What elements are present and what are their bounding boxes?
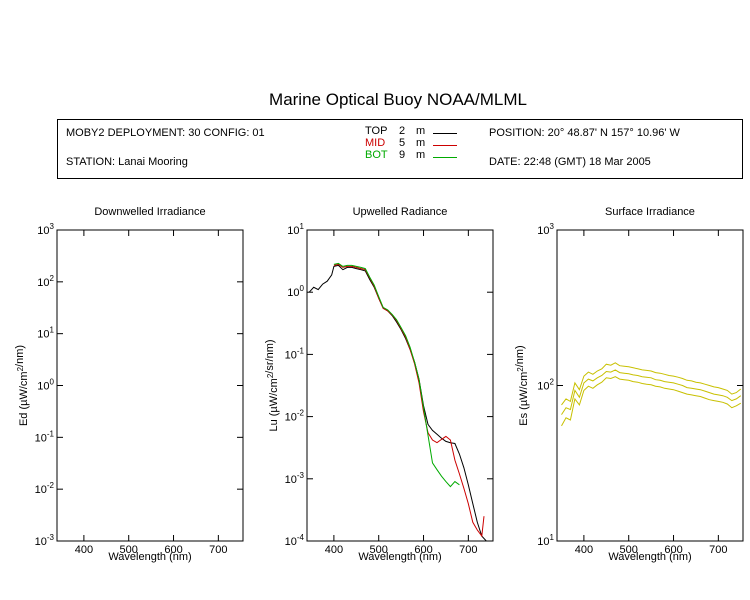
panel-title: Downwelled Irradiance: [94, 206, 205, 218]
x-tick-label: 700: [709, 544, 727, 556]
y-tick-label: 100: [287, 284, 304, 299]
legend-top-line: [433, 133, 457, 134]
legend-top-depth: 2: [399, 125, 406, 137]
chart-main-title: Marine Optical Buoy NOAA/MLML: [269, 90, 527, 109]
y-tick-label: 102: [37, 274, 54, 289]
y-tick-label: 10-1: [35, 429, 55, 444]
x-tick-label: 700: [209, 544, 227, 556]
x-axis-label: Wavelength (nm): [108, 551, 191, 563]
plot-frame: [556, 229, 744, 542]
legend-top-unit: m: [416, 125, 426, 137]
y-tick-label: 10-2: [35, 481, 55, 496]
legend-bot-unit: m: [416, 149, 426, 161]
series-line-top: [308, 264, 489, 541]
series-line-bot: [333, 262, 460, 488]
series-line-es-2: [561, 369, 742, 415]
y-tick-label: 10-3: [35, 533, 55, 548]
plot-frame: [306, 229, 494, 542]
chart-panel-3: Surface Irradiance 400 500 600 700 Wavelength…: [514, 206, 744, 563]
legend-top-name: TOP: [365, 125, 388, 137]
x-tick-label: 600: [164, 544, 182, 556]
info-box: MOBY2 DEPLOYMENT: 30 CONFIG: 01 STATION:…: [57, 119, 743, 179]
y-tick-label: 10-2: [285, 409, 305, 424]
series-line-mid: [333, 263, 485, 538]
station-text: STATION: Lanai Mooring: [66, 156, 188, 168]
x-tick-label: 400: [575, 544, 593, 556]
legend-mid-line: [433, 145, 457, 146]
plot-frame: [56, 229, 244, 542]
x-tick-label: 400: [75, 544, 93, 556]
y-axis-label: Ed (µW/cm2/nm): [14, 345, 30, 426]
y-tick-label: 103: [37, 222, 54, 237]
y-tick-label: 10-1: [285, 346, 305, 361]
x-axis-label: Wavelength (nm): [608, 551, 691, 563]
y-tick-label: 102: [537, 378, 554, 393]
x-tick-label: 500: [120, 544, 138, 556]
y-axis-label: Lu (µW/cm2/sr/nm): [264, 339, 280, 431]
y-tick-label: 103: [537, 222, 554, 237]
y-tick-label: 101: [37, 326, 54, 341]
x-tick-label: 500: [370, 544, 388, 556]
x-tick-label: 600: [664, 544, 682, 556]
deployment-text: MOBY2 DEPLOYMENT: 30 CONFIG: 01: [66, 127, 265, 139]
position-text: POSITION: 20° 48.87' N 157° 10.96' W: [489, 127, 680, 139]
y-tick-label: 10-4: [285, 533, 305, 548]
y-tick-label: 10-3: [285, 471, 305, 486]
legend-mid-depth: 5: [399, 137, 406, 149]
y-tick-label: 101: [537, 533, 554, 548]
chart-panel-1: Downwelled Irradiance 400 500 600 700 Wavelen…: [14, 206, 244, 563]
x-tick-label: 600: [414, 544, 432, 556]
series-line-es-3: [561, 376, 742, 427]
x-tick-label: 400: [325, 544, 343, 556]
legend-mid-name: MID: [365, 137, 386, 149]
legend-mid-unit: m: [416, 137, 426, 149]
y-tick-label: 100: [37, 378, 54, 393]
series-line-es-1: [561, 362, 742, 406]
panel-title: Surface Irradiance: [605, 206, 695, 218]
y-tick-label: 101: [287, 222, 304, 237]
legend-bot-depth: 9: [399, 149, 406, 161]
panel-title: Upwelled Radiance: [353, 206, 448, 218]
x-tick-label: 700: [459, 544, 477, 556]
date-text: DATE: 22:48 (GMT) 18 Mar 2005: [489, 156, 651, 168]
legend-bot-name: BOT: [365, 149, 388, 161]
chart-panel-2: Upwelled Radiance 400 500 600 700 Wavelength …: [264, 206, 494, 563]
x-axis-label: Wavelength (nm): [358, 551, 441, 563]
y-axis-label: Es (µW/cm2/nm): [514, 345, 530, 425]
legend-bot-line: [433, 157, 457, 158]
x-tick-label: 500: [620, 544, 638, 556]
